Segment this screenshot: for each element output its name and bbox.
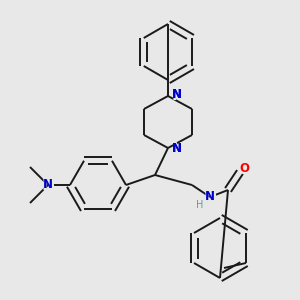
Text: N: N: [172, 88, 182, 101]
Text: N: N: [41, 178, 55, 193]
Text: N: N: [203, 190, 217, 205]
Text: N: N: [43, 178, 53, 191]
Text: H: H: [195, 199, 205, 212]
Text: N: N: [172, 88, 184, 103]
Text: N: N: [172, 142, 184, 157]
Text: O: O: [237, 161, 251, 176]
Text: N: N: [172, 142, 182, 155]
Text: N: N: [172, 88, 182, 101]
Text: H: H: [196, 200, 204, 210]
Text: O: O: [239, 163, 249, 176]
Text: N: N: [172, 142, 182, 155]
Text: N: N: [205, 190, 215, 203]
